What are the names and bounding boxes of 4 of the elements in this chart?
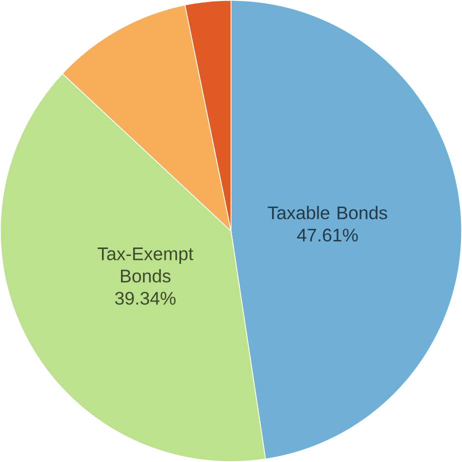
slice-label: Taxable Bonds (268, 206, 388, 220)
data-label: 47.61% (297, 228, 358, 242)
slice-label: Tax-Exempt Bonds (98, 248, 194, 282)
data-label: 39.34% (115, 292, 176, 305)
